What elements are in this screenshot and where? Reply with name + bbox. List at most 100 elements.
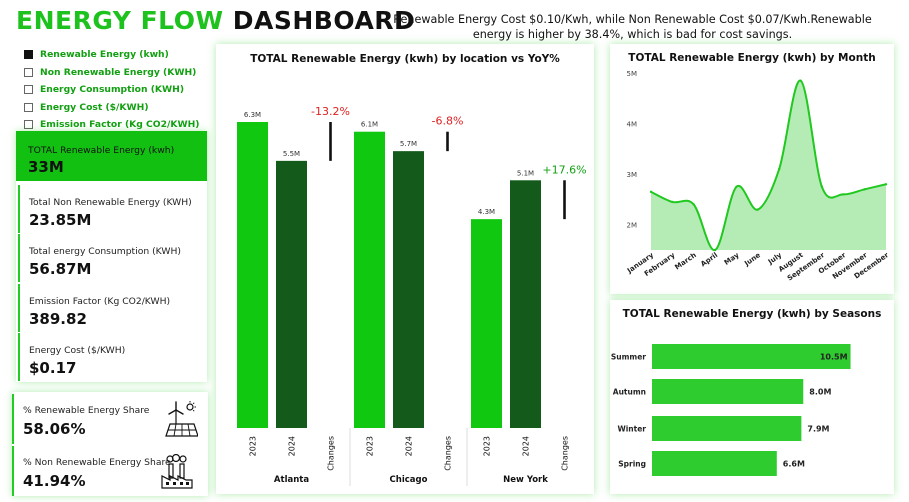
x-location-label: Chicago (390, 475, 428, 485)
kpi-total-renewable: TOTAL Renewable Energy (kwh) 33M (16, 131, 207, 181)
slicer-item-label: Energy Consumption (KWH) (40, 84, 185, 96)
month-point[interactable] (756, 208, 760, 211)
kpi-non-renewable: Total Non Renewable Energy (KWH) 23.85M (18, 185, 207, 233)
kpi-emission-factor: Emission Factor (Kg CO2/KWH) 389.82 (18, 284, 207, 332)
bar-winter[interactable] (652, 416, 802, 441)
bar-value-label: 4.3M (478, 208, 495, 216)
kpi-energy-cost: Energy Cost ($/KWH) $0.17 (18, 333, 207, 381)
share-label: % Non Renewable Energy Share (23, 457, 171, 468)
change-label: -6.8% (432, 115, 464, 128)
kpi-label: Total Non Renewable Energy (KWH) (29, 197, 192, 208)
checkbox-icon[interactable] (24, 120, 33, 130)
y-season-label: Winter (617, 425, 646, 434)
bar-value-label: 6.1M (361, 121, 378, 129)
x-subcategory-label: 2023 (366, 436, 375, 456)
slicer-item-consumption[interactable]: Energy Consumption (KWH) (24, 81, 200, 99)
month-chart-title: TOTAL Renewable Energy (kwh) by Month (628, 52, 876, 64)
bar-value-label: 8.0M (809, 388, 831, 397)
bar-spring[interactable] (652, 451, 777, 476)
month-point[interactable] (649, 190, 653, 194)
slicer-item-non-renewable[interactable]: Non Renewable Energy (KWH) (24, 64, 200, 82)
bar-chicago-2024[interactable] (393, 151, 424, 428)
dashboard-title: ENERGY FLOW DASHBOARD (16, 6, 415, 35)
x-month-label: May (723, 251, 741, 267)
kpi-label: Total energy Consumption (KWH) (29, 246, 181, 257)
kpi-value: 23.85M (29, 211, 92, 229)
season-chart: Summer 10.5M Autumn 8.0M Winter 7.9M Spring 6.6… (611, 344, 851, 476)
share-panel: % Renewable Energy Share 58.06% % Non Re… (12, 392, 208, 496)
checkbox-icon[interactable] (24, 102, 33, 112)
month-point[interactable] (713, 248, 717, 252)
x-subcategory-label: 2024 (522, 436, 531, 456)
kpi-consumption: Total energy Consumption (KWH) 56.87M (18, 234, 207, 282)
x-subcategory-label: 2023 (249, 436, 258, 456)
renewable-share-card: % Renewable Energy Share 58.06% (12, 394, 208, 444)
month-point[interactable] (777, 167, 781, 171)
kpi-label: TOTAL Renewable Energy (kwh) (28, 145, 175, 156)
title-part-1: ENERGY FLOW (16, 6, 224, 35)
month-point[interactable] (671, 200, 674, 204)
kpi-value: 33M (28, 158, 64, 176)
location-chart-title: TOTAL Renewable Energy (kwh) by location… (250, 53, 560, 65)
kpi-label: Emission Factor (Kg CO2/KWH) (29, 296, 171, 307)
slicer-item-label: Renewable Energy (kwh) (40, 49, 169, 61)
bar-value-label: 7.9M (807, 425, 829, 434)
x-subcategory-label: Changes (444, 436, 453, 471)
location-chart-panel: TOTAL Renewable Energy (kwh) by location… (216, 44, 594, 494)
slicer-item-cost[interactable]: Energy Cost ($/KWH) (24, 99, 200, 117)
y-season-label: Autumn (613, 388, 646, 397)
bar-autumn[interactable] (652, 379, 804, 404)
x-subcategory-label: 2024 (288, 436, 297, 456)
slicer-item-renewable[interactable]: Renewable Energy (kwh) (24, 46, 200, 64)
bar-new-york-2024[interactable] (510, 180, 541, 428)
x-month-label: March (673, 251, 697, 271)
area-fill (651, 80, 886, 251)
kpi-label: Energy Cost ($/KWH) (29, 345, 126, 356)
checkbox-icon[interactable] (24, 50, 33, 60)
change-label: +17.6% (542, 163, 586, 176)
kpi-panel: TOTAL Renewable Energy (kwh) 33M Total N… (16, 131, 207, 382)
y-tick-label: 4M (627, 121, 638, 129)
bar-value-label: 6.6M (783, 460, 805, 469)
slicer-item-emission[interactable]: Emission Factor (Kg CO2/KWH) (24, 116, 200, 134)
month-point[interactable] (863, 188, 866, 191)
season-chart-title: TOTAL Renewable Energy (kwh) by Seasons (622, 308, 882, 320)
change-marker (329, 122, 332, 161)
slicer-item-label: Emission Factor (Kg CO2/KWH) (40, 119, 200, 131)
y-tick-label: 2M (627, 222, 638, 230)
bar-chicago-2023[interactable] (354, 131, 385, 428)
y-tick-label: 3M (627, 171, 638, 179)
bar-value-label: 5.1M (517, 169, 534, 177)
x-month-label: April (699, 251, 719, 268)
y-season-label: Summer (611, 353, 646, 362)
solar-wind-icon (165, 401, 198, 437)
month-point[interactable] (842, 193, 845, 196)
y-season-label: Spring (618, 460, 646, 469)
bar-new-york-2023[interactable] (471, 219, 502, 428)
x-subcategory-label: Changes (327, 436, 336, 471)
bar-atlanta-2023[interactable] (237, 122, 268, 428)
month-point[interactable] (735, 185, 738, 189)
month-point[interactable] (820, 185, 824, 189)
month-point[interactable] (799, 79, 802, 82)
kpi-value: 389.82 (29, 310, 87, 328)
slicer-item-label: Energy Cost ($/KWH) (40, 101, 149, 113)
change-marker (446, 131, 449, 152)
slicer-item-label: Non Renewable Energy (KWH) (40, 66, 197, 78)
month-point[interactable] (692, 203, 695, 206)
bar-atlanta-2024[interactable] (276, 160, 307, 428)
non-renewable-share-card: % Non Renewable Energy Share 41.94% (12, 446, 208, 496)
title-part-2: DASHBOARD (232, 6, 416, 35)
month-chart-panel: TOTAL Renewable Energy (kwh) by Month 2M… (610, 44, 894, 294)
x-subcategory-label: 2024 (405, 436, 414, 456)
bar-summer[interactable] (652, 344, 851, 369)
share-value: 58.06% (23, 420, 86, 438)
month-point[interactable] (884, 183, 888, 186)
checkbox-icon[interactable] (24, 85, 33, 95)
change-marker (563, 180, 566, 220)
bar-value-label: 6.3M (244, 111, 261, 119)
checkbox-icon[interactable] (24, 67, 33, 77)
measure-slicer: Renewable Energy (kwh) Non Renewable Ene… (24, 46, 200, 134)
x-location-label: Atlanta (274, 475, 309, 485)
